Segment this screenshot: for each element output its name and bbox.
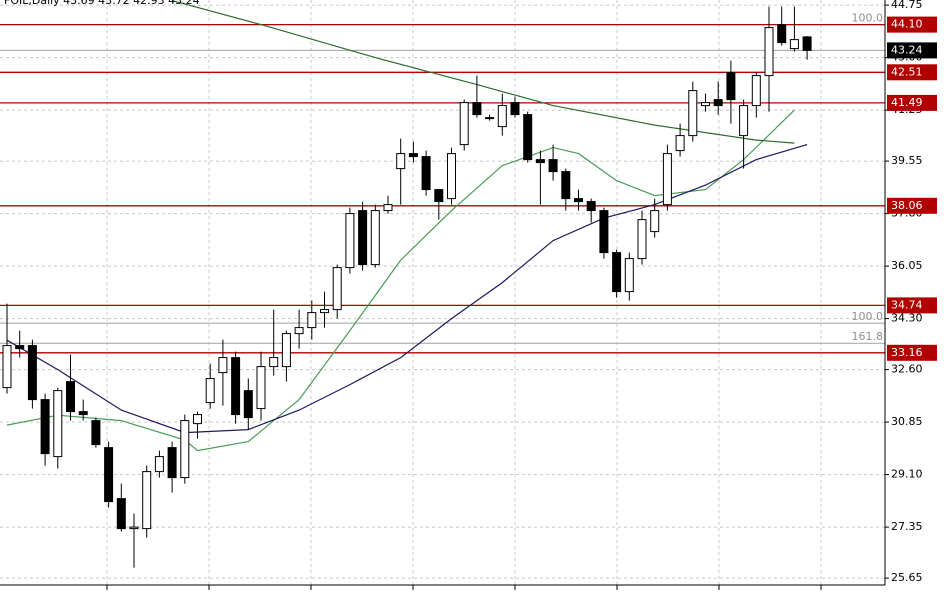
fib-label: 100.0 xyxy=(852,310,884,323)
level-label: 41.49 xyxy=(891,96,923,109)
current-price-label: 43.24 xyxy=(891,43,923,56)
candle-body xyxy=(154,456,164,473)
candle-body xyxy=(688,90,698,137)
candle-body xyxy=(269,357,279,368)
fib-label: 100.0 xyxy=(852,12,884,25)
y-tick-label: 34.30 xyxy=(891,312,923,325)
y-tick-label: 44.75 xyxy=(891,0,923,11)
candle-body xyxy=(472,102,482,116)
level-label-box xyxy=(887,16,937,33)
candle-body xyxy=(485,117,495,120)
candle-body xyxy=(434,189,444,203)
candle-body xyxy=(66,381,75,413)
candle-body xyxy=(523,114,533,161)
candle-body xyxy=(104,447,114,503)
candle-body xyxy=(548,159,558,173)
candle-body xyxy=(78,411,88,416)
level-label-box xyxy=(887,197,937,214)
candle-body xyxy=(421,156,431,191)
candle-body xyxy=(510,102,520,116)
level-label: 42.51 xyxy=(891,65,923,78)
candle-body xyxy=(116,498,126,530)
candle-body xyxy=(320,309,329,314)
candle-body xyxy=(91,420,101,446)
candle-body xyxy=(358,210,368,266)
candle-body xyxy=(383,204,393,212)
candle-body xyxy=(574,198,583,203)
candle-body xyxy=(675,135,685,152)
candle-body xyxy=(332,267,342,311)
candle-body xyxy=(180,420,190,479)
candle-body xyxy=(599,210,609,254)
y-tick-label: 29.10 xyxy=(891,468,923,481)
candle-body xyxy=(396,153,406,170)
chart-header: FOIL,Daily 43.69 43.72 42.93 43.24 xyxy=(4,0,200,7)
y-tick-label: 32.60 xyxy=(891,363,923,376)
candle-body xyxy=(561,171,571,200)
moving-average xyxy=(6,144,808,434)
candle-body xyxy=(218,357,228,374)
candle-body xyxy=(243,390,253,419)
level-label-box xyxy=(887,94,937,111)
fib-label: 161.8 xyxy=(852,330,884,343)
candle-body xyxy=(802,36,812,51)
level-label: 33.16 xyxy=(891,346,923,359)
level-label: 38.06 xyxy=(891,199,923,212)
candle-body xyxy=(205,378,215,404)
candle-body xyxy=(726,72,736,101)
candle-body xyxy=(789,39,799,50)
candle-body xyxy=(701,102,710,107)
candle-body xyxy=(739,105,749,137)
candle-body xyxy=(624,258,634,293)
candle-body xyxy=(408,153,418,158)
candle-body xyxy=(2,345,12,389)
candle-body xyxy=(459,102,469,146)
candle-body xyxy=(535,159,545,164)
candle-body xyxy=(650,210,660,233)
level-label: 34.74 xyxy=(891,298,923,311)
candle-body xyxy=(764,27,774,77)
y-tick-label: 25.65 xyxy=(891,571,923,584)
y-tick-label: 36.05 xyxy=(891,259,923,272)
candle-body xyxy=(777,24,787,44)
candle-body xyxy=(497,105,507,128)
level-label-box xyxy=(887,297,937,314)
candle-body xyxy=(167,447,177,479)
candle-body xyxy=(307,312,317,329)
y-tick-label: 27.35 xyxy=(891,520,923,533)
candle-body xyxy=(751,75,761,107)
candle-body xyxy=(713,99,723,107)
candle-body xyxy=(40,399,50,455)
candle-body xyxy=(281,333,291,368)
moving-average xyxy=(171,0,795,144)
level-label: 44.10 xyxy=(891,18,923,31)
candle-body xyxy=(370,210,380,266)
candle-body xyxy=(637,219,647,260)
current-price-box xyxy=(887,42,937,59)
candle-body xyxy=(345,213,355,269)
candle-body xyxy=(53,390,63,458)
level-label-box xyxy=(887,64,937,81)
candle-body xyxy=(586,201,596,212)
candle-body xyxy=(256,366,266,410)
candle-body xyxy=(129,526,139,530)
candle-body xyxy=(447,153,456,200)
candle-body xyxy=(27,345,37,401)
candle-body xyxy=(193,414,202,425)
candle-body xyxy=(662,153,672,206)
candle-body xyxy=(15,345,25,350)
y-tick-label: 30.85 xyxy=(891,415,923,428)
y-tick-label: 39.55 xyxy=(891,154,923,167)
candle-body xyxy=(612,252,622,293)
candle-body xyxy=(294,327,304,335)
candle-body xyxy=(142,471,152,530)
level-label-box xyxy=(887,344,937,361)
candle-body xyxy=(231,357,241,416)
